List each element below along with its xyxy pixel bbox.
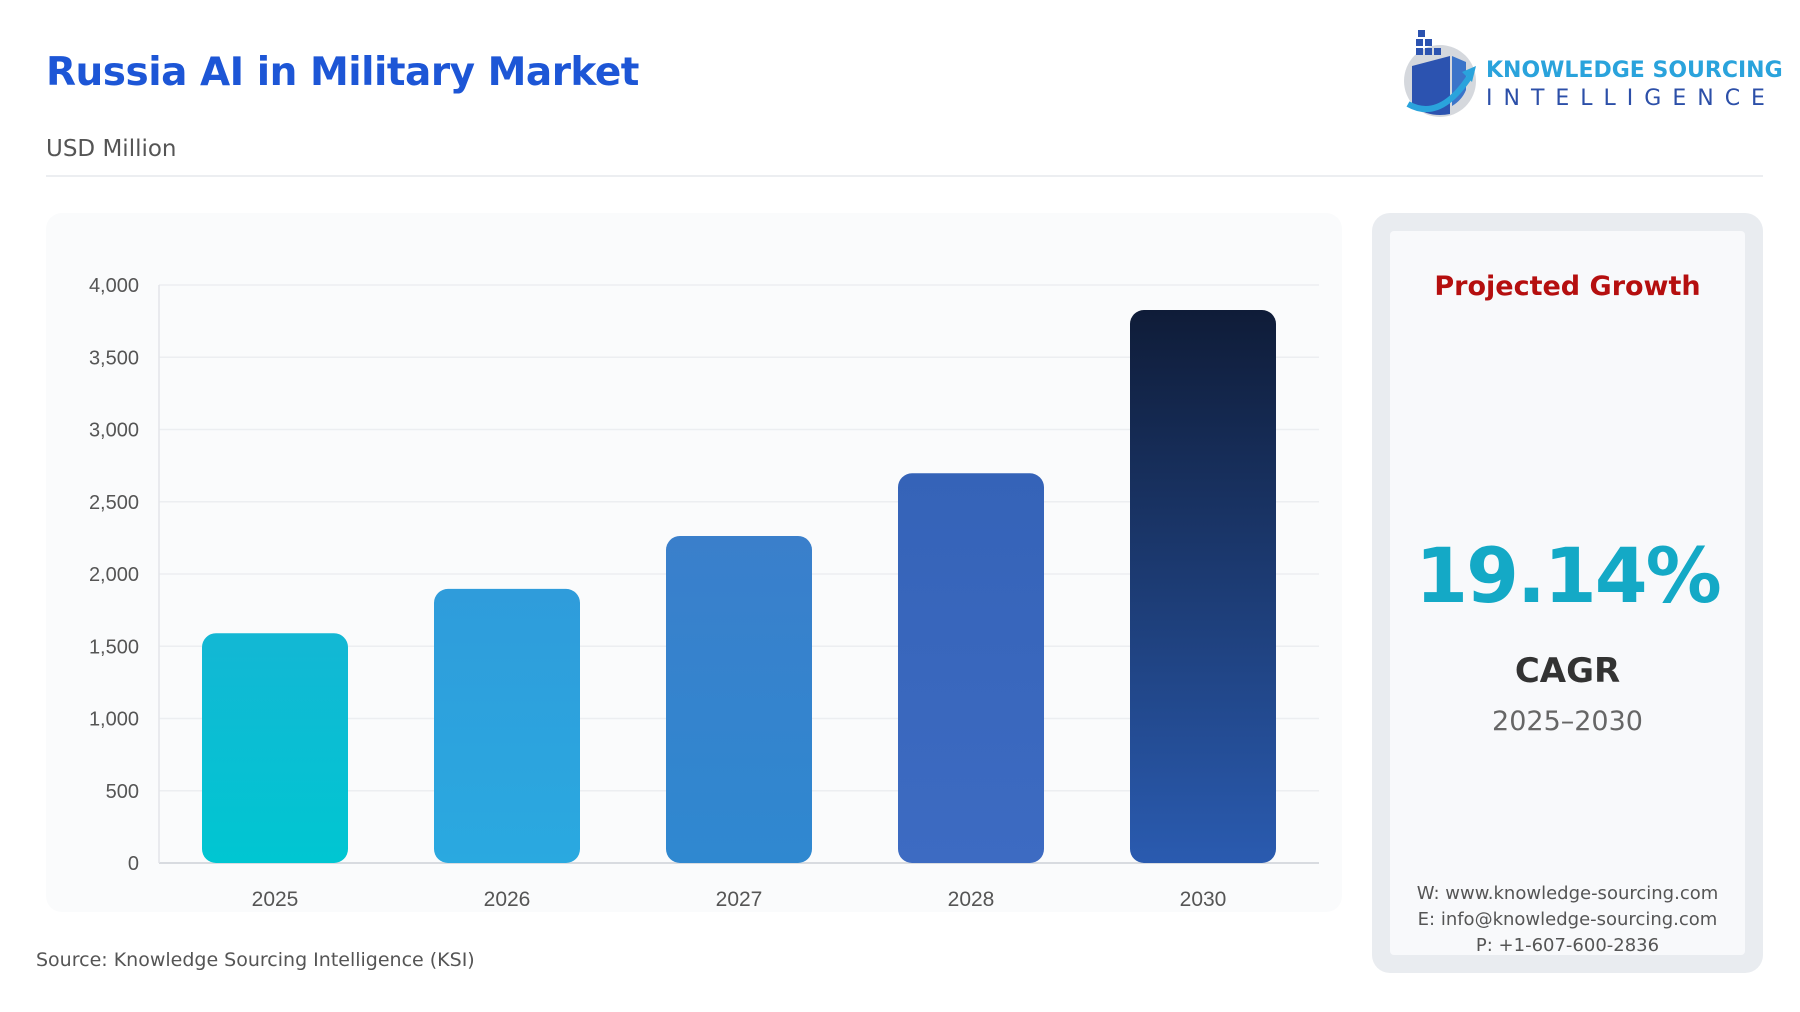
logo-text-line2: INTELLIGENCE <box>1486 86 1776 111</box>
bar-2027 <box>666 535 812 863</box>
growth-panel: Projected Growth 19.14% CAGR 2025–2030 W… <box>1372 213 1763 973</box>
y-tick-label: 500 <box>106 781 139 803</box>
y-tick-label: 0 <box>128 853 139 875</box>
x-tick-label: 2026 <box>484 888 531 911</box>
source-note: Source: Knowledge Sourcing Intelligence … <box>36 949 475 971</box>
cagr-label: CAGR <box>1514 651 1621 691</box>
cagr-period: 2025–2030 <box>1492 706 1643 737</box>
chart-title: Russia AI in Military Market <box>46 50 639 95</box>
bar-2028 <box>898 473 1044 863</box>
chart-card: 0 500 1,000 1,500 2,000 2,500 3,000 3,500 4,000 2… <box>46 213 1342 912</box>
website-link[interactable]: W: www.knowledge-sourcing.com <box>1416 883 1719 904</box>
y-tick-label: 1,000 <box>89 709 139 731</box>
y-tick-label: 3,500 <box>89 347 139 369</box>
logo-text-line1: KNOWLEDGE SOURCING <box>1486 58 1783 83</box>
bar-chart: 0 500 1,000 1,500 2,000 2,500 3,000 3,500 4,000 2… <box>89 275 1319 911</box>
ksi-logo: KNOWLEDGE SOURCING INTELLIGENCE <box>1400 26 1783 120</box>
unit-subtitle: USD Million <box>46 136 177 162</box>
bar-2030 <box>1130 309 1276 863</box>
phone-text: P: +1-607-600-2836 <box>1475 935 1660 956</box>
x-tick-label: 2030 <box>1180 888 1227 911</box>
y-tick-label: 2,500 <box>89 492 139 514</box>
y-tick-label: 1,500 <box>89 636 139 658</box>
y-tick-label: 3,000 <box>89 420 139 442</box>
x-tick-label: 2027 <box>716 888 763 911</box>
y-tick-label: 2,000 <box>89 564 139 586</box>
cagr-value: 19.14% <box>1415 531 1722 620</box>
x-tick-label: 2028 <box>948 888 995 911</box>
contact-info: W: www.knowledge-sourcing.com E: info@kn… <box>1390 881 1745 959</box>
bar-2026 <box>434 588 580 863</box>
email-link[interactable]: E: info@knowledge-sourcing.com <box>1417 909 1718 930</box>
logo-globe-icon <box>1404 30 1476 117</box>
bar-2025 <box>202 633 348 863</box>
divider <box>46 175 1763 177</box>
panel-heading: Projected Growth <box>1434 271 1701 302</box>
y-tick-label: 4,000 <box>89 275 139 297</box>
x-tick-label: 2025 <box>252 888 299 911</box>
